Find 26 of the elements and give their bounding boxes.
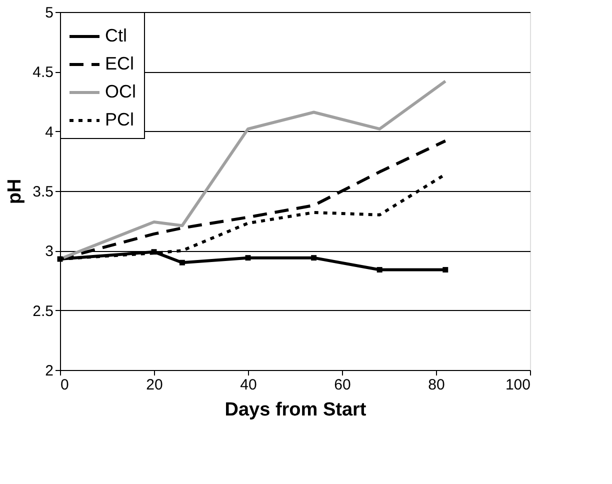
point bbox=[57, 256, 63, 262]
legend-label: PCl bbox=[105, 110, 134, 130]
point bbox=[311, 255, 317, 261]
y-axis-title: pH bbox=[4, 178, 26, 204]
y-tick-label: 4.5 bbox=[32, 64, 54, 82]
x-tick-label: 40 bbox=[240, 376, 257, 394]
y-tick-label: 2 bbox=[45, 362, 54, 380]
legend-label: ECl bbox=[105, 54, 134, 74]
x-tick-label: 20 bbox=[146, 376, 163, 394]
y-tick-label: 3 bbox=[45, 243, 54, 260]
point bbox=[442, 267, 448, 272]
point bbox=[376, 267, 382, 272]
legend-label: Ctl bbox=[105, 26, 127, 46]
x-tick-label: 0 bbox=[60, 376, 69, 394]
y-tick-label: 3.5 bbox=[32, 184, 54, 200]
x-axis-title: Days from Start bbox=[224, 400, 367, 420]
x-tick-label: 80 bbox=[428, 376, 445, 394]
y-tick-label: 2.5 bbox=[32, 302, 54, 320]
y-tick-label: 5 bbox=[45, 4, 54, 22]
y-tick-label: 4 bbox=[45, 124, 54, 141]
point bbox=[179, 260, 185, 266]
legend-label: OCl bbox=[105, 82, 136, 102]
point bbox=[151, 249, 157, 255]
x-tick-label: 100 bbox=[505, 376, 530, 394]
x-tick-label: 60 bbox=[334, 376, 351, 394]
point bbox=[245, 255, 251, 261]
